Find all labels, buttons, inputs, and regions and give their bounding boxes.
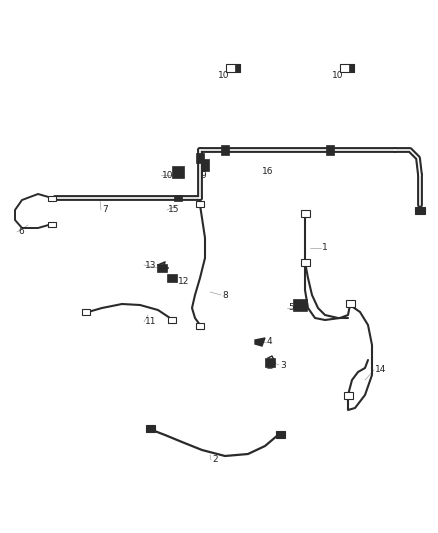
Bar	[235, 64, 240, 72]
Bar	[300, 209, 310, 216]
Bar	[293, 299, 307, 311]
Text: 9: 9	[200, 171, 206, 180]
Text: 12: 12	[178, 278, 189, 287]
Bar	[221, 145, 229, 155]
Bar	[346, 300, 354, 306]
Bar	[340, 64, 354, 72]
Text: 16: 16	[262, 167, 273, 176]
Bar	[276, 431, 285, 438]
Bar	[157, 264, 167, 272]
Text: 10: 10	[162, 171, 173, 180]
Bar	[326, 145, 334, 155]
Bar	[145, 424, 155, 432]
Text: 10: 10	[218, 71, 230, 80]
Bar	[196, 153, 204, 163]
Bar	[82, 309, 90, 315]
Bar	[265, 358, 275, 367]
Text: 2: 2	[212, 456, 218, 464]
Text: 15: 15	[168, 206, 180, 214]
Text: 14: 14	[375, 366, 386, 375]
Text: 8: 8	[222, 290, 228, 300]
Bar	[226, 64, 240, 72]
Bar	[167, 274, 177, 282]
Bar	[172, 166, 184, 178]
Bar	[300, 259, 310, 265]
Text: 7: 7	[102, 206, 108, 214]
Text: 10: 10	[332, 71, 343, 80]
Bar	[343, 392, 353, 399]
Bar	[168, 317, 176, 323]
Text: 4: 4	[267, 337, 272, 346]
Bar	[174, 195, 182, 201]
Bar	[48, 222, 56, 227]
Text: 1: 1	[322, 244, 328, 253]
Text: 5: 5	[288, 303, 294, 312]
Bar	[201, 159, 209, 171]
Bar	[48, 196, 56, 200]
Text: 3: 3	[280, 360, 286, 369]
Text: 13: 13	[145, 261, 156, 270]
Bar	[349, 64, 354, 72]
Bar	[415, 206, 425, 214]
Bar	[196, 201, 204, 207]
Text: 11: 11	[145, 318, 156, 327]
Bar	[196, 323, 204, 329]
Text: 6: 6	[18, 228, 24, 237]
Polygon shape	[255, 338, 265, 346]
